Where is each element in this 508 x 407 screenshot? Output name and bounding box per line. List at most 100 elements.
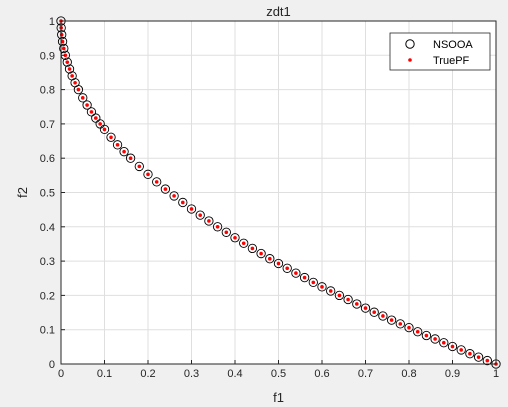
nsooa-point[interactable]	[112, 140, 123, 150]
truepf-point[interactable]	[407, 325, 411, 330]
nsooa-point[interactable]	[369, 307, 379, 317]
nsooa-point[interactable]	[439, 338, 449, 348]
nsooa-point[interactable]	[430, 334, 440, 344]
nsooa-point[interactable]	[195, 210, 205, 220]
nsooa-point[interactable]	[404, 322, 414, 333]
truepf-point[interactable]	[189, 207, 194, 211]
nsooa-point[interactable]	[352, 299, 362, 309]
nsooa-point[interactable]	[59, 43, 69, 54]
truepf-point[interactable]	[63, 53, 68, 58]
truepf-point[interactable]	[424, 333, 429, 338]
nsooa-point[interactable]	[317, 282, 327, 292]
nsooa-point[interactable]	[395, 319, 405, 329]
nsooa-point[interactable]	[482, 355, 492, 366]
truepf-point[interactable]	[73, 80, 77, 85]
legend[interactable]: NSOOA TruePF	[389, 32, 491, 71]
truepf-point[interactable]	[215, 225, 220, 229]
nsooa-point[interactable]	[360, 303, 371, 313]
truepf-point[interactable]	[433, 337, 437, 341]
truepf-point[interactable]	[259, 251, 263, 256]
truepf-point[interactable]	[355, 302, 359, 306]
truepf-point[interactable]	[415, 329, 420, 334]
nsooa-point[interactable]	[413, 327, 423, 337]
nsooa-point[interactable]	[64, 64, 75, 74]
truepf-point[interactable]	[198, 213, 202, 217]
nsooa-point[interactable]	[230, 233, 240, 243]
nsooa-point[interactable]	[62, 57, 72, 67]
truepf-point[interactable]	[207, 219, 211, 223]
nsooa-point[interactable]	[82, 100, 92, 110]
truepf-point[interactable]	[102, 127, 107, 132]
nsooa-point[interactable]	[78, 93, 88, 103]
nsooa-point[interactable]	[134, 161, 144, 172]
nsooa-point[interactable]	[334, 290, 345, 301]
nsooa-point[interactable]	[178, 197, 188, 208]
nsooa-point[interactable]	[256, 248, 266, 259]
truepf-point[interactable]	[442, 340, 446, 345]
truepf-point[interactable]	[285, 266, 290, 271]
nsooa-point[interactable]	[447, 341, 458, 352]
nsooa-point[interactable]	[386, 315, 397, 325]
nsooa-point[interactable]	[247, 243, 258, 254]
truepf-point[interactable]	[241, 241, 246, 246]
nsooa-point[interactable]	[73, 84, 84, 95]
nsooa-point[interactable]	[152, 177, 162, 187]
truepf-point[interactable]	[268, 256, 272, 261]
truepf-point[interactable]	[109, 135, 113, 140]
truepf-point[interactable]	[450, 344, 455, 349]
nsooa-point[interactable]	[291, 268, 301, 278]
nsooa-point[interactable]	[212, 222, 223, 232]
truepf-point[interactable]	[154, 180, 159, 184]
nsooa-point[interactable]	[273, 258, 284, 269]
nsooa-point[interactable]	[186, 204, 197, 214]
nsooa-point[interactable]	[343, 294, 353, 305]
nsooa-point[interactable]	[239, 238, 249, 248]
truepf-point[interactable]	[137, 164, 142, 169]
truepf-point[interactable]	[294, 271, 298, 275]
truepf-point[interactable]	[372, 310, 377, 315]
nsooa-point[interactable]	[119, 147, 129, 157]
truepf-point[interactable]	[389, 318, 394, 322]
truepf-point[interactable]	[311, 280, 316, 285]
nsooa-point[interactable]	[299, 272, 310, 283]
truepf-point[interactable]	[459, 348, 464, 352]
nsooa-point[interactable]	[57, 36, 68, 47]
truepf-point[interactable]	[468, 351, 472, 356]
truepf-point[interactable]	[70, 74, 74, 78]
nsooa-point[interactable]	[57, 30, 67, 40]
truepf-point[interactable]	[337, 293, 342, 298]
truepf-point[interactable]	[485, 358, 490, 363]
nsooa-point[interactable]	[143, 169, 153, 179]
nsooa-point[interactable]	[160, 184, 171, 194]
nsooa-point[interactable]	[265, 254, 275, 264]
nsooa-point[interactable]	[326, 286, 336, 296]
nsooa-point[interactable]	[106, 132, 116, 142]
nsooa-point[interactable]	[378, 311, 388, 321]
nsooa-point[interactable]	[125, 153, 136, 163]
nsooa-point[interactable]	[86, 107, 97, 117]
truepf-point[interactable]	[98, 122, 102, 126]
truepf-point[interactable]	[67, 67, 72, 71]
truepf-point[interactable]	[115, 143, 120, 147]
truepf-point[interactable]	[122, 149, 126, 154]
truepf-point[interactable]	[61, 46, 66, 51]
truepf-point[interactable]	[172, 194, 176, 198]
truepf-point[interactable]	[276, 261, 281, 266]
nsooa-point[interactable]	[282, 263, 292, 273]
truepf-point[interactable]	[59, 32, 64, 37]
truepf-point[interactable]	[476, 355, 481, 359]
truepf-point[interactable]	[128, 156, 133, 160]
nsooa-point[interactable]	[169, 191, 179, 201]
truepf-point[interactable]	[320, 285, 324, 289]
truepf-point[interactable]	[163, 187, 168, 191]
truepf-point[interactable]	[85, 103, 89, 107]
truepf-point[interactable]	[346, 297, 350, 302]
nsooa-point[interactable]	[456, 345, 466, 355]
nsooa-point[interactable]	[99, 124, 110, 135]
truepf-point[interactable]	[181, 200, 185, 205]
truepf-point[interactable]	[76, 87, 81, 92]
truepf-point[interactable]	[146, 172, 150, 177]
truepf-point[interactable]	[89, 110, 94, 114]
truepf-point[interactable]	[94, 116, 98, 120]
truepf-point[interactable]	[398, 322, 403, 326]
